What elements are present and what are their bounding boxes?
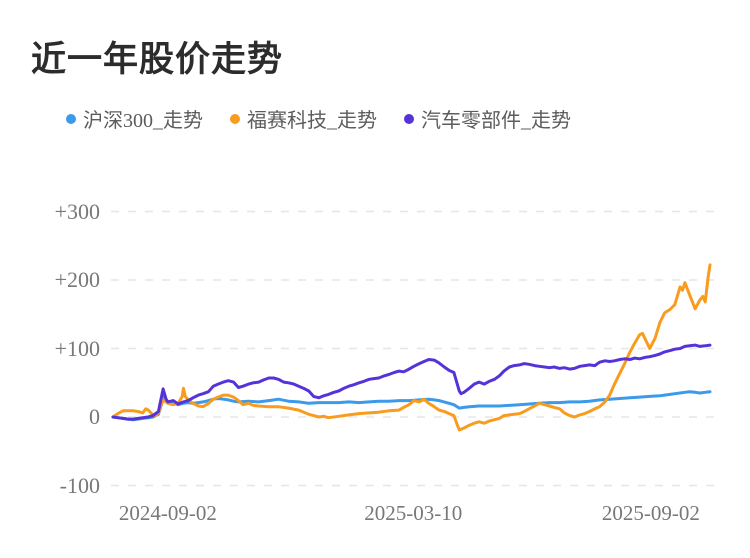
series-line-2[interactable] [111, 343, 712, 421]
legend-dot-icon [230, 113, 240, 124]
x-tick-label: 2024-09-02 [118, 501, 217, 525]
y-tick-label: +200 [54, 267, 100, 292]
legend-label: 沪深300_走势 [83, 110, 203, 132]
y-tick-label: +300 [54, 198, 100, 224]
legend-item-fusai[interactable]: 福赛科技_走势 [230, 104, 377, 133]
legend-item-hs300[interactable]: 沪深300_走势 [66, 104, 203, 133]
legend-label: 福赛科技_走势 [247, 110, 377, 132]
x-tick-label: 2025-03-10 [364, 501, 463, 525]
x-tick-label: 2025-09-02 [601, 501, 700, 525]
y-tick-label: -100 [59, 472, 100, 498]
y-tick-label: +100 [54, 335, 100, 361]
chart-title: 近一年股价走势 [31, 40, 284, 79]
y-tick-label: 0 [89, 404, 100, 429]
series-line-1[interactable] [111, 263, 712, 432]
legend-label: 汽车零部件_走势 [421, 110, 571, 132]
legend-item-autoparts[interactable]: 汽车零部件_走势 [404, 104, 571, 133]
legend-dot-icon [66, 113, 76, 124]
legend-dot-icon [404, 113, 414, 124]
chart-legend: 沪深300_走势 福赛科技_走势 汽车零部件_走势 [66, 104, 571, 133]
